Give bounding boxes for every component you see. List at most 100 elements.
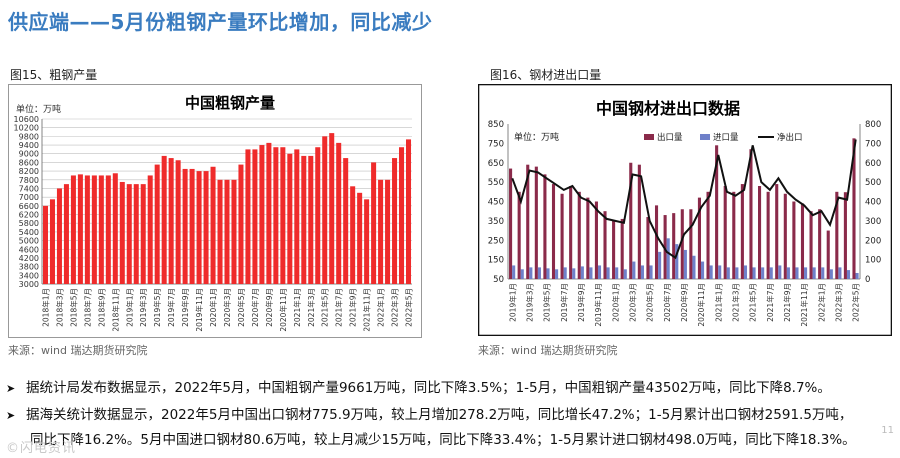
y-tick-label: 4600: [19, 245, 39, 254]
bar-2022-03: [392, 158, 398, 284]
x-tick-label: 2022年3月: [390, 288, 400, 327]
bar-2019-05: [154, 164, 160, 284]
import-bar-2021-05: [752, 267, 756, 279]
x-tick-label: 2020年7月: [250, 288, 260, 327]
bar-2021-08: [343, 158, 349, 284]
left-tick-label: 550: [488, 178, 504, 188]
left-tick-label: 450: [488, 198, 504, 208]
bar-2020-08: [259, 145, 265, 284]
x-tick-label: 2021年11月: [799, 283, 809, 327]
y-tick-label: 7000: [19, 193, 39, 202]
x-tick-label: 2021年5月: [320, 288, 330, 327]
x-tick-label: 2019年11月: [194, 288, 204, 332]
bar-2020-11: [280, 147, 286, 284]
x-tick-label: 2020年3月: [627, 283, 637, 322]
right-tick-label: 800: [865, 120, 881, 130]
y-tick-label: 8200: [19, 167, 39, 176]
export-bar-2019-01: [509, 168, 513, 279]
bar-2018-09: [98, 175, 104, 284]
y-tick-label: 6200: [19, 211, 39, 220]
bar-2021-05: [322, 136, 328, 284]
import-bar-2020-06: [658, 251, 662, 279]
export-bar-2020-06: [654, 205, 659, 279]
bar-2021-02: [301, 155, 307, 284]
import-bar-2020-02: [623, 269, 627, 279]
export-bar-2021-02: [723, 186, 727, 279]
export-bar-2022-03: [835, 191, 839, 279]
import-bar-2019-03: [529, 267, 533, 279]
bar-2020-05: [238, 164, 244, 284]
export-bar-2021-08: [775, 184, 779, 279]
x-tick-label: 2020年5月: [645, 283, 655, 322]
export-bar-2021-04: [740, 184, 744, 279]
bar-2020-07: [252, 149, 258, 284]
right-tick-label: 300: [865, 217, 881, 227]
export-bar-2020-07: [663, 215, 667, 279]
export-bar-2020-02: [620, 218, 624, 279]
export-bar-2021-05: [749, 149, 753, 279]
unit-label: 单位：万吨: [514, 131, 559, 143]
x-tick-label: 2020年7月: [662, 283, 672, 322]
x-tick-label: 2020年1月: [208, 288, 218, 327]
bar-2018-01: [42, 205, 49, 284]
import-bar-2022-02: [829, 269, 833, 279]
bar-2018-04: [63, 184, 69, 284]
bar-2021-11: [364, 199, 370, 284]
bullet-trade-continuation: 同比下降16.2%。5月中国进口钢材80.6万吨，较上月减少15万吨，同比下降3…: [30, 432, 856, 448]
x-tick-label: 2021年9月: [348, 288, 358, 327]
export-bar-2019-11: [594, 201, 598, 279]
bar-2020-12: [287, 153, 293, 284]
import-bar-2021-10: [795, 267, 799, 279]
import-bar-2022-05: [855, 272, 859, 279]
import-bar-2020-07: [666, 238, 670, 279]
import-bar-2021-03: [735, 267, 739, 279]
y-tick-label: 5000: [19, 237, 39, 246]
bullet-arrow-icon: ➤: [6, 409, 16, 422]
import-bar-2019-05: [546, 268, 550, 279]
x-tick-label: 2021年1月: [292, 288, 302, 327]
x-tick-label: 2021年3月: [306, 288, 316, 327]
export-bar-2021-01: [715, 145, 719, 279]
bar-2019-04: [147, 175, 153, 284]
import-bar-2020-09: [683, 249, 687, 279]
x-tick-label: 2020年5月: [236, 288, 246, 327]
figure16-caption: 图16、钢材进出口量: [490, 68, 602, 82]
bar-2018-02: [49, 199, 55, 284]
x-tick-label: 2019年9月: [576, 283, 586, 322]
export-bar-2022-02: [826, 230, 830, 279]
x-tick-label: 2018年3月: [54, 288, 64, 327]
bar-2021-10: [357, 192, 363, 284]
x-tick-label: 2022年5月: [404, 288, 414, 327]
right-tick-label: 600: [865, 159, 881, 169]
chart-frame: [478, 84, 892, 336]
bar-2019-02: [133, 184, 139, 284]
export-bar-2021-03: [732, 191, 736, 279]
bar-2020-01: [210, 166, 216, 284]
y-tick-label: 6600: [19, 202, 39, 211]
bar-2018-10: [105, 175, 111, 284]
right-tick-label: 200: [865, 236, 881, 246]
x-tick-label: 2019年1月: [507, 283, 517, 322]
export-bar-2022-01: [818, 209, 822, 279]
import-bar-2020-08: [675, 244, 679, 279]
import-bar-2020-11: [700, 261, 705, 279]
export-bar-2021-07: [766, 191, 770, 279]
x-tick-label: 2019年7月: [559, 283, 569, 322]
bar-2018-03: [56, 188, 62, 284]
import-bar-2019-04: [537, 267, 541, 279]
bullet-trade-text: 据海关统计数据显示，2022年5月中国出口钢材775.9万吨，较上月增加278.…: [26, 407, 853, 423]
left-tick-label: 250: [488, 236, 504, 246]
figure15-caption: 图15、粗钢产量: [10, 68, 98, 82]
import-bar-2019-11: [597, 265, 602, 279]
import-bar-2020-03: [632, 261, 636, 279]
page-title: 供应端——5月份粗钢产量环比增加，同比减少: [8, 10, 433, 34]
x-tick-label: 2022年5月: [851, 283, 861, 322]
export-bar-2020-10: [689, 209, 693, 279]
chart-title: 中国钢材进出口数据: [596, 99, 740, 118]
legend-label: 净出口: [777, 132, 803, 143]
bar-2021-09: [350, 186, 356, 284]
x-tick-label: 2018年7月: [82, 288, 92, 327]
export-bar-2019-09: [577, 191, 581, 279]
bar-2021-03: [308, 155, 314, 284]
